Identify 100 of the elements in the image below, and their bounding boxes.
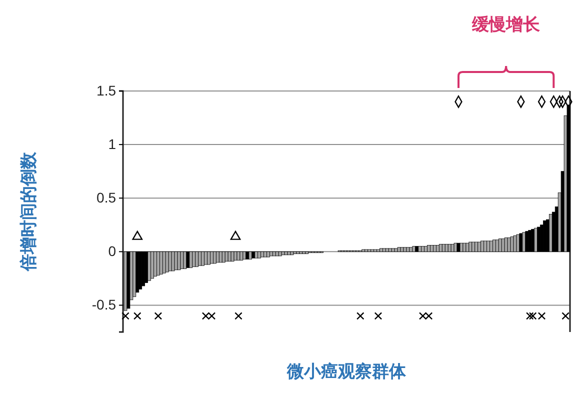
bar: [415, 246, 419, 252]
bar: [222, 251, 226, 263]
bar: [210, 251, 214, 264]
bar: [519, 233, 523, 252]
bar: [400, 247, 404, 252]
bar: [162, 251, 166, 274]
bar: [260, 251, 264, 258]
bar: [252, 251, 256, 258]
point: [122, 312, 130, 320]
bar: [234, 251, 238, 260]
bar: [278, 251, 282, 256]
bar: [248, 251, 252, 260]
bar: [474, 242, 478, 252]
bar: [436, 245, 440, 252]
bar: [433, 245, 436, 252]
bar: [183, 251, 187, 270]
bar: [240, 251, 244, 260]
bar: [472, 242, 476, 252]
point: [526, 312, 534, 320]
bar: [388, 248, 392, 252]
bar: [374, 249, 377, 252]
bar: [154, 251, 157, 277]
bar: [230, 251, 234, 262]
bar: [132, 251, 136, 297]
bar: [171, 251, 175, 272]
bar: [498, 238, 502, 252]
bar: [201, 251, 204, 266]
bar: [275, 251, 279, 256]
bar: [525, 231, 529, 252]
bar: [438, 244, 442, 252]
bar: [382, 248, 386, 252]
bar: [501, 238, 505, 252]
bar: [126, 251, 130, 309]
bar: [418, 246, 422, 252]
bar: [376, 249, 380, 252]
bar: [165, 251, 169, 272]
bar: [486, 240, 490, 252]
bar: [195, 251, 199, 267]
bar: [456, 242, 460, 252]
x-axis-title: 微小癌观察群体: [286, 362, 407, 382]
point: [356, 312, 364, 320]
bar: [144, 251, 148, 283]
bar: [490, 240, 493, 252]
y-tick-label: 1: [108, 136, 116, 152]
bar: [362, 249, 366, 252]
bar: [409, 247, 413, 252]
bar: [424, 246, 428, 252]
bar: [380, 248, 383, 252]
bar: [531, 228, 535, 252]
text: 缓慢增长: [471, 15, 542, 35]
bar: [136, 251, 140, 293]
bar: [254, 251, 258, 258]
bar: [272, 251, 276, 256]
bar: [462, 242, 466, 252]
y-tick-label: 0: [108, 243, 116, 260]
bar: [364, 249, 368, 252]
bar: [368, 249, 371, 252]
bar: [484, 240, 487, 252]
y-tick-label: 1.5: [96, 82, 116, 98]
bar: [150, 251, 154, 279]
bar: [159, 251, 163, 274]
point: [374, 312, 382, 320]
bar: [207, 251, 210, 265]
bar: [269, 251, 273, 256]
point: [132, 230, 143, 240]
bar: [213, 251, 216, 264]
bar: [403, 247, 407, 252]
bar: [305, 251, 309, 254]
point: [230, 230, 241, 240]
bar: [430, 245, 434, 252]
bar: [460, 242, 464, 252]
bar: [442, 244, 446, 252]
bar: [468, 242, 472, 252]
bar: [242, 251, 246, 260]
bar: [177, 251, 181, 270]
bar: [495, 240, 499, 252]
bar: [192, 251, 196, 267]
point: [234, 312, 242, 320]
bar: [246, 251, 250, 260]
bar: [258, 251, 261, 258]
bar: [156, 251, 160, 276]
bar: [478, 242, 481, 252]
bar: [397, 247, 401, 252]
bar: [385, 248, 389, 252]
point: [154, 312, 162, 320]
bar: [492, 240, 496, 252]
bar: [406, 247, 410, 252]
bar: [522, 232, 526, 252]
bar: [516, 234, 520, 252]
y-tick-label: -0.5: [92, 296, 116, 313]
bar: [412, 246, 416, 252]
bar: [450, 244, 454, 252]
point: [133, 312, 142, 320]
bar: [510, 236, 514, 252]
bar: [394, 248, 398, 252]
y-axis-title: 倍增时间的倒数: [19, 151, 39, 272]
bar: [480, 240, 484, 252]
bar: [198, 251, 202, 266]
bar: [444, 244, 448, 252]
bar: [236, 251, 240, 260]
